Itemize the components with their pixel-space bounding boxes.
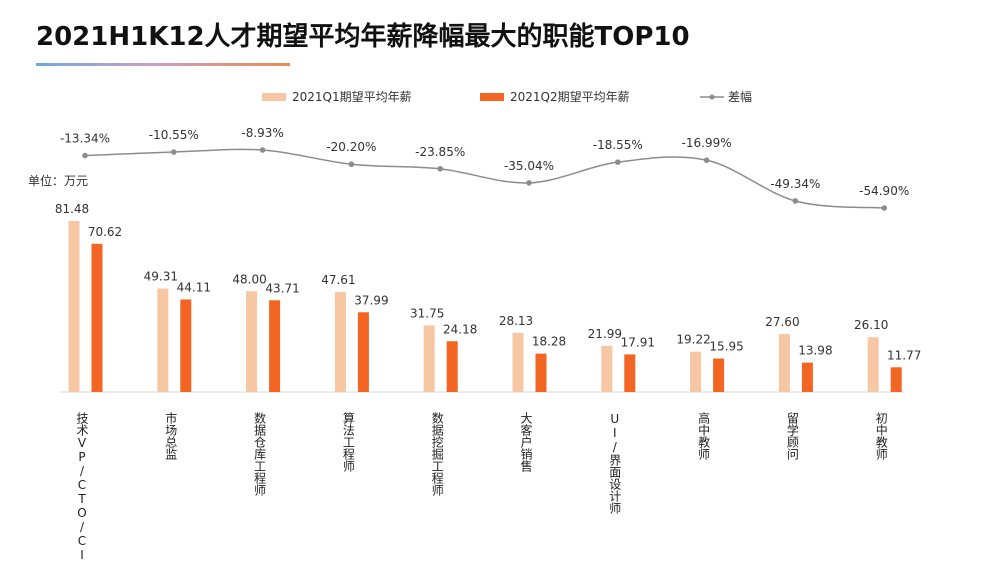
diff-label: -8.93%: [241, 126, 283, 140]
bar-q1: [423, 325, 435, 392]
bar-q2: [357, 312, 369, 392]
data-label-q1: 31.75: [410, 306, 444, 320]
data-label-q1: 48.00: [232, 272, 266, 286]
data-label-q1: 81.48: [55, 202, 89, 216]
category-label: 数据仓库工程师: [253, 411, 267, 496]
diff-point: [82, 152, 88, 159]
diff-point: [526, 180, 532, 186]
category-labels: 技术VP/CTO/CIO 市场总监 数据仓库工程师 算法工程师 数据挖掘工程师 大客户销售…: [75, 411, 888, 563]
data-label-q1: 19.22: [676, 333, 710, 347]
bar-q2: [180, 299, 192, 392]
data-label-q2: 70.62: [88, 225, 122, 239]
diff-label: -16.99%: [682, 136, 732, 150]
legend: 2021Q1期望平均年薪 2021Q2期望平均年薪 差幅: [262, 89, 752, 104]
legend-label-q2: 2021Q2期望平均年薪: [510, 90, 630, 104]
data-label-q2: 11.77: [887, 348, 921, 362]
diff-label: -10.55%: [149, 128, 199, 142]
diff-label: -49.34%: [770, 177, 820, 191]
data-label-q2: 43.71: [265, 281, 299, 295]
bar-q1: [778, 334, 790, 392]
diff-label: -20.20%: [326, 140, 376, 154]
legend-label-q1: 2021Q1期望平均年薪: [292, 90, 412, 104]
data-label-q1: 47.61: [321, 273, 355, 287]
bar-q2: [269, 300, 281, 392]
bar-q1: [334, 292, 346, 392]
legend-label-diff: 差幅: [728, 89, 752, 104]
bar-q2: [535, 353, 547, 392]
diff-label: -54.90%: [859, 184, 909, 198]
bar-q1: [157, 288, 169, 392]
diff-point: [792, 198, 799, 204]
bar-q2: [91, 243, 103, 392]
bar-q2: [890, 367, 902, 392]
diff-label: -35.04%: [504, 159, 554, 173]
legend-swatch-q2: [480, 93, 504, 101]
category-label: 初中教师: [874, 412, 888, 460]
data-label-q2: 24.18: [443, 322, 477, 336]
data-label-q2: 44.11: [177, 280, 211, 294]
diff-label: -18.55%: [593, 138, 643, 152]
data-label-q2: 37.99: [354, 293, 388, 307]
page-title: 2021H1K12人才期望平均年薪降幅最大的职能TOP10: [36, 22, 690, 52]
data-label-q1: 27.60: [765, 315, 799, 329]
legend-marker-diff: [709, 94, 715, 100]
data-label-q1: 49.31: [144, 270, 178, 284]
diff-series-line: [84, 148, 885, 209]
bar-q1: [867, 337, 879, 392]
category-label: 大客户销售: [519, 412, 533, 472]
category-label: 市场总监: [164, 411, 178, 460]
diff-point: [703, 157, 710, 163]
category-label: 算法工程师: [341, 411, 355, 472]
diff-label: -23.85%: [415, 145, 465, 159]
category-label: UI/界面设计师: [608, 412, 622, 514]
diff-point: [881, 205, 887, 211]
title-underline: [36, 63, 290, 66]
data-label-q2: 13.98: [798, 344, 832, 358]
data-label-q1: 26.10: [854, 318, 888, 332]
bar-q2: [624, 354, 636, 392]
bar-q2: [801, 362, 813, 392]
category-label: 数据挖掘工程师: [430, 411, 444, 496]
diff-point: [437, 166, 444, 172]
data-label-q1: 21.99: [588, 327, 622, 341]
diff-line-layer: -13.34% -10.55% -8.93% -20.20% -23.85% -35.04…: [60, 126, 909, 211]
data-label-q2: 17.91: [621, 335, 655, 349]
data-label-q2: 18.28: [532, 335, 566, 349]
diff-point: [348, 161, 355, 168]
bar-q1: [68, 221, 80, 392]
diff-point: [259, 147, 266, 153]
bar-q1: [690, 351, 702, 392]
diff-point: [171, 149, 177, 155]
bar-q2: [713, 358, 725, 392]
unit-label: 单位：万元: [28, 173, 88, 188]
bar-q1: [601, 345, 613, 392]
category-label: 技术VP/CTO/CIO: [75, 412, 89, 563]
bar-q2: [446, 341, 458, 392]
diff-point: [615, 159, 621, 165]
bar-q1: [246, 291, 258, 392]
bar-q1: [512, 332, 524, 392]
diff-label: -13.34%: [60, 132, 110, 146]
category-label: 高中教师: [697, 411, 711, 460]
legend-swatch-q1: [262, 93, 286, 101]
data-label-q2: 15.95: [709, 340, 743, 354]
category-label: 留学顾问: [785, 412, 799, 460]
data-label-q1: 28.13: [499, 314, 533, 328]
